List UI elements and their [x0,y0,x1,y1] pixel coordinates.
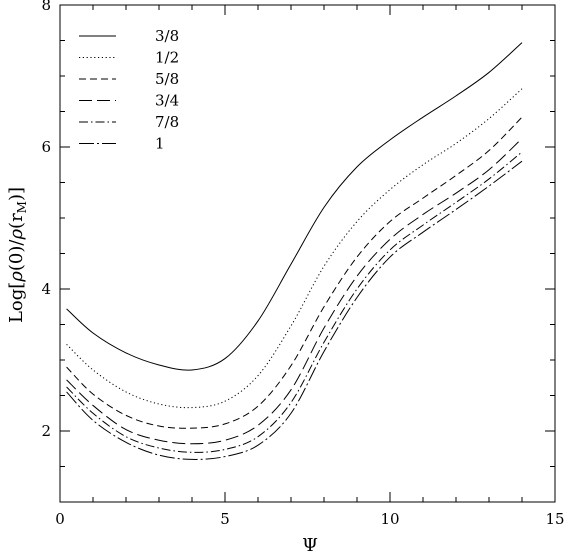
series-line-6 [66,160,523,460]
x-axis-title: Ψ [302,535,318,556]
plot-area-frame [59,4,556,503]
legend-label-6: 1 [155,135,165,153]
series-layer [66,42,523,460]
series-line-4 [66,138,523,445]
y-axis-title: Log[ρ(0)/ρ(rM)] [6,187,29,323]
x-tick-label: 10 [380,510,399,528]
y-axis-title-close: )] [6,187,27,201]
y-tick-label: 2 [41,422,51,440]
y-axis-title-zero: (0)/ [6,239,27,271]
y-tick-label: 4 [41,280,51,298]
axis-tick-labels: 0 5 10 15 2 4 6 8 [41,0,564,528]
legend-label-5: 7/8 [155,113,179,131]
y-axis-title-prefix: Log[ [6,282,27,323]
y-axis-title-subscript: M [15,201,29,213]
series-line-1 [66,42,523,371]
y-tick-label: 8 [41,0,51,14]
y-axis-title-rho-1: ρ [6,271,27,283]
y-tick-label: 6 [41,138,51,156]
series-line-5 [66,151,523,453]
axis-ticks [59,4,556,503]
series-line-3 [66,116,523,429]
legend-label-3: 5/8 [155,70,179,88]
y-axis-title-rho-2: ρ [6,229,27,241]
legend-label-4: 3/4 [155,92,179,110]
y-axis-title-r: (r [6,213,27,229]
x-tick-label: 0 [55,510,65,528]
legend-label-2: 1/2 [155,49,179,67]
x-tick-label: 5 [220,510,230,528]
x-tick-label: 15 [545,510,564,528]
legend: 3/8 1/2 5/8 3/4 7/8 1 [79,27,179,153]
series-line-2 [66,88,523,409]
legend-label-1: 3/8 [155,27,179,45]
